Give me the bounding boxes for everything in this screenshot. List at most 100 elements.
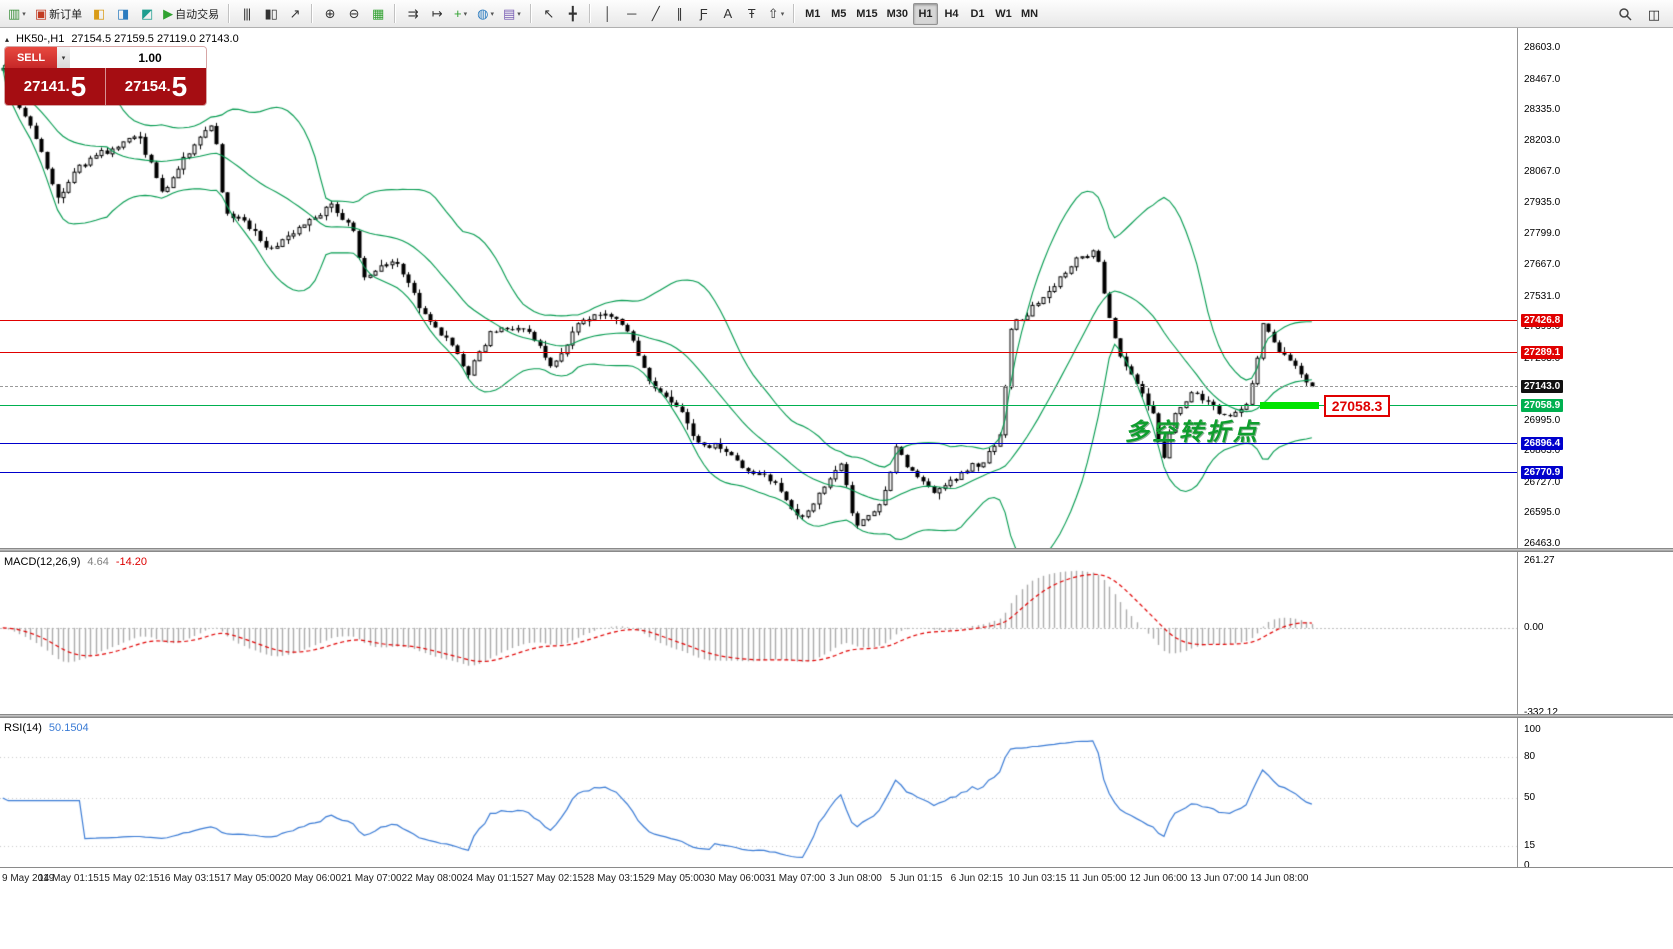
market-watch-button[interactable]: ◧: [87, 3, 110, 25]
timeframe-m15-button[interactable]: M15: [852, 3, 881, 25]
candlestick-canvas[interactable]: [0, 28, 1517, 548]
channel-icon: ∥: [676, 6, 683, 21]
pane-separator[interactable]: [0, 714, 1673, 718]
periods-icon: ◍: [477, 6, 488, 21]
new-chart-button[interactable]: ▥ ▾: [4, 3, 30, 25]
timeframe-mn-button[interactable]: MN: [1017, 3, 1042, 25]
rsi-canvas[interactable]: [0, 718, 1517, 867]
zoom-out-icon: ⊖: [348, 6, 360, 21]
price-plot: ▴ HK50-,H1 27154.5 27159.5 27119.0 27143…: [0, 28, 1518, 548]
pane-separator[interactable]: [0, 548, 1673, 552]
price-level-line[interactable]: [0, 472, 1517, 474]
price-axis[interactable]: 28603.0 28467.0 28335.0 28203.0 28067.0 27935…: [1519, 28, 1673, 549]
window-layout-icon: ◫: [1647, 6, 1660, 22]
price-level-line[interactable]: [0, 405, 1517, 407]
horizontal-line-button[interactable]: ─: [620, 3, 643, 25]
time-label: 28 May 03:15: [583, 873, 644, 884]
autotrading-button[interactable]: ▶ 自动交易: [159, 3, 223, 25]
search-button[interactable]: [1613, 3, 1636, 25]
cursor-button[interactable]: ↖: [537, 3, 560, 25]
time-label: 30 May 06:00: [704, 873, 765, 884]
highlight-bar: [1259, 402, 1320, 410]
buy-price[interactable]: 27154. 5: [106, 68, 206, 105]
timeframe-m30-button[interactable]: M30: [883, 3, 912, 25]
time-label: 20 May 06:00: [280, 873, 342, 884]
time-label: 14 May 01:15: [38, 873, 99, 884]
price-level-badge: 27426.8: [1521, 314, 1564, 328]
macd-name: MACD(12,26,9): [4, 556, 81, 568]
timeframe-m1-button[interactable]: M1: [800, 3, 825, 25]
one-click-collapse-icon[interactable]: ▴: [5, 34, 10, 44]
chart-shift-button[interactable]: ↦: [425, 3, 448, 25]
sell-button[interactable]: SELL: [5, 47, 57, 68]
tile-windows-button[interactable]: ▦: [366, 3, 389, 25]
line-chart-button[interactable]: ↗: [283, 3, 306, 25]
indicators-button[interactable]: + ▾: [449, 3, 472, 25]
rsi-axis[interactable]: 100 80 50 15 0: [1519, 718, 1673, 871]
templates-button[interactable]: ▤ ▾: [499, 3, 525, 25]
macd-label: MACD(12,26,9) 4.64 -14.20: [4, 556, 147, 568]
time-label: 29 May 05:00: [643, 873, 705, 884]
window-layout-button[interactable]: ◫: [1642, 3, 1665, 25]
timeframe-mn-label: MN: [1021, 7, 1039, 20]
data-window-button[interactable]: ◨: [111, 3, 134, 25]
trendline-button[interactable]: ╱: [644, 3, 667, 25]
shapes-button[interactable]: ⇧ ▾: [764, 3, 788, 25]
time-label: 15 May 02:15: [98, 873, 160, 884]
price-tick: 28335.0: [1524, 104, 1561, 116]
timeframe-h1-button[interactable]: H1: [913, 2, 939, 25]
macd-canvas[interactable]: [0, 552, 1517, 714]
crosshair-button[interactable]: ╋: [561, 3, 584, 25]
fibonacci-button[interactable]: Ƒ: [692, 3, 715, 25]
volume-dropdown-icon[interactable]: ▾: [57, 47, 70, 68]
new-order-label: 新订单: [49, 8, 83, 21]
channel-button[interactable]: ∥: [668, 3, 691, 25]
macd-plot: MACD(12,26,9) 4.64 -14.20: [0, 552, 1518, 714]
navigator-button[interactable]: ◩: [135, 3, 158, 25]
macd-axis[interactable]: 261.27 0.00 -332.12: [1519, 552, 1673, 718]
horizontal-line-icon: ─: [627, 6, 636, 21]
time-label: 6 Jun 02:15: [950, 873, 1003, 884]
time-label: 12 Jun 06:00: [1129, 873, 1188, 884]
rsi-plot: RSI(14) 50.1504: [0, 718, 1518, 867]
timeframe-m5-button[interactable]: M5: [826, 3, 851, 25]
new-order-button[interactable]: ▣ 新订单: [31, 3, 86, 25]
time-axis[interactable]: 9 May 2019 14 May 01:15 15 May 02:15 16 May…: [0, 867, 1673, 893]
periods-button[interactable]: ◍ ▾: [473, 3, 498, 25]
timeframe-m15-label: M15: [856, 7, 878, 20]
tile-windows-icon: ▦: [371, 6, 384, 21]
timeframe-h4-button[interactable]: H4: [939, 3, 964, 25]
macd-tick: 0.00: [1524, 621, 1544, 633]
timeframe-w1-button[interactable]: W1: [991, 3, 1016, 25]
symbol-info-line: ▴ HK50-,H1 27154.5 27159.5 27119.0 27143…: [5, 33, 239, 45]
price-tick: 28603.0: [1524, 42, 1561, 54]
sell-price[interactable]: 27141. 5: [5, 68, 106, 105]
shapes-icon: ⇧: [767, 6, 779, 21]
price-level-badge: 27058.9: [1521, 399, 1564, 413]
rsi-tick: 0: [1524, 860, 1530, 871]
candlestick-chart-icon: ▮▯: [264, 6, 277, 21]
timeframe-d1-button[interactable]: D1: [965, 3, 990, 25]
navigator-icon: ◩: [140, 6, 153, 21]
zoom-in-button[interactable]: ⊕: [318, 3, 341, 25]
price-tick: 26995.0: [1524, 414, 1561, 426]
bar-chart-button[interactable]: |||: [235, 3, 258, 25]
text-label-button[interactable]: Ŧ: [740, 3, 763, 25]
chart-window: ▴ HK50-,H1 27154.5 27159.5 27119.0 27143…: [0, 28, 1673, 949]
vertical-line-button[interactable]: │: [596, 3, 619, 25]
zoom-out-button[interactable]: ⊖: [342, 3, 365, 25]
autotrading-icon: ▶: [163, 6, 173, 21]
price-tick: 27531.0: [1524, 290, 1561, 302]
toolbar-separator: [228, 4, 231, 23]
volume-input[interactable]: [70, 47, 206, 68]
time-label: 11 Jun 05:00: [1069, 873, 1127, 884]
auto-scroll-button[interactable]: ⇉: [401, 3, 424, 25]
price-level-line[interactable]: [0, 443, 1517, 445]
price-level-line[interactable]: [0, 352, 1517, 354]
candlestick-chart-button[interactable]: ▮▯: [259, 3, 282, 25]
time-label: 9 May 2019: [2, 873, 55, 884]
text-button[interactable]: A: [716, 3, 739, 25]
time-label: 13 Jun 07:00: [1190, 873, 1248, 884]
cursor-icon: ↖: [543, 6, 554, 21]
price-level-line[interactable]: [0, 320, 1517, 322]
